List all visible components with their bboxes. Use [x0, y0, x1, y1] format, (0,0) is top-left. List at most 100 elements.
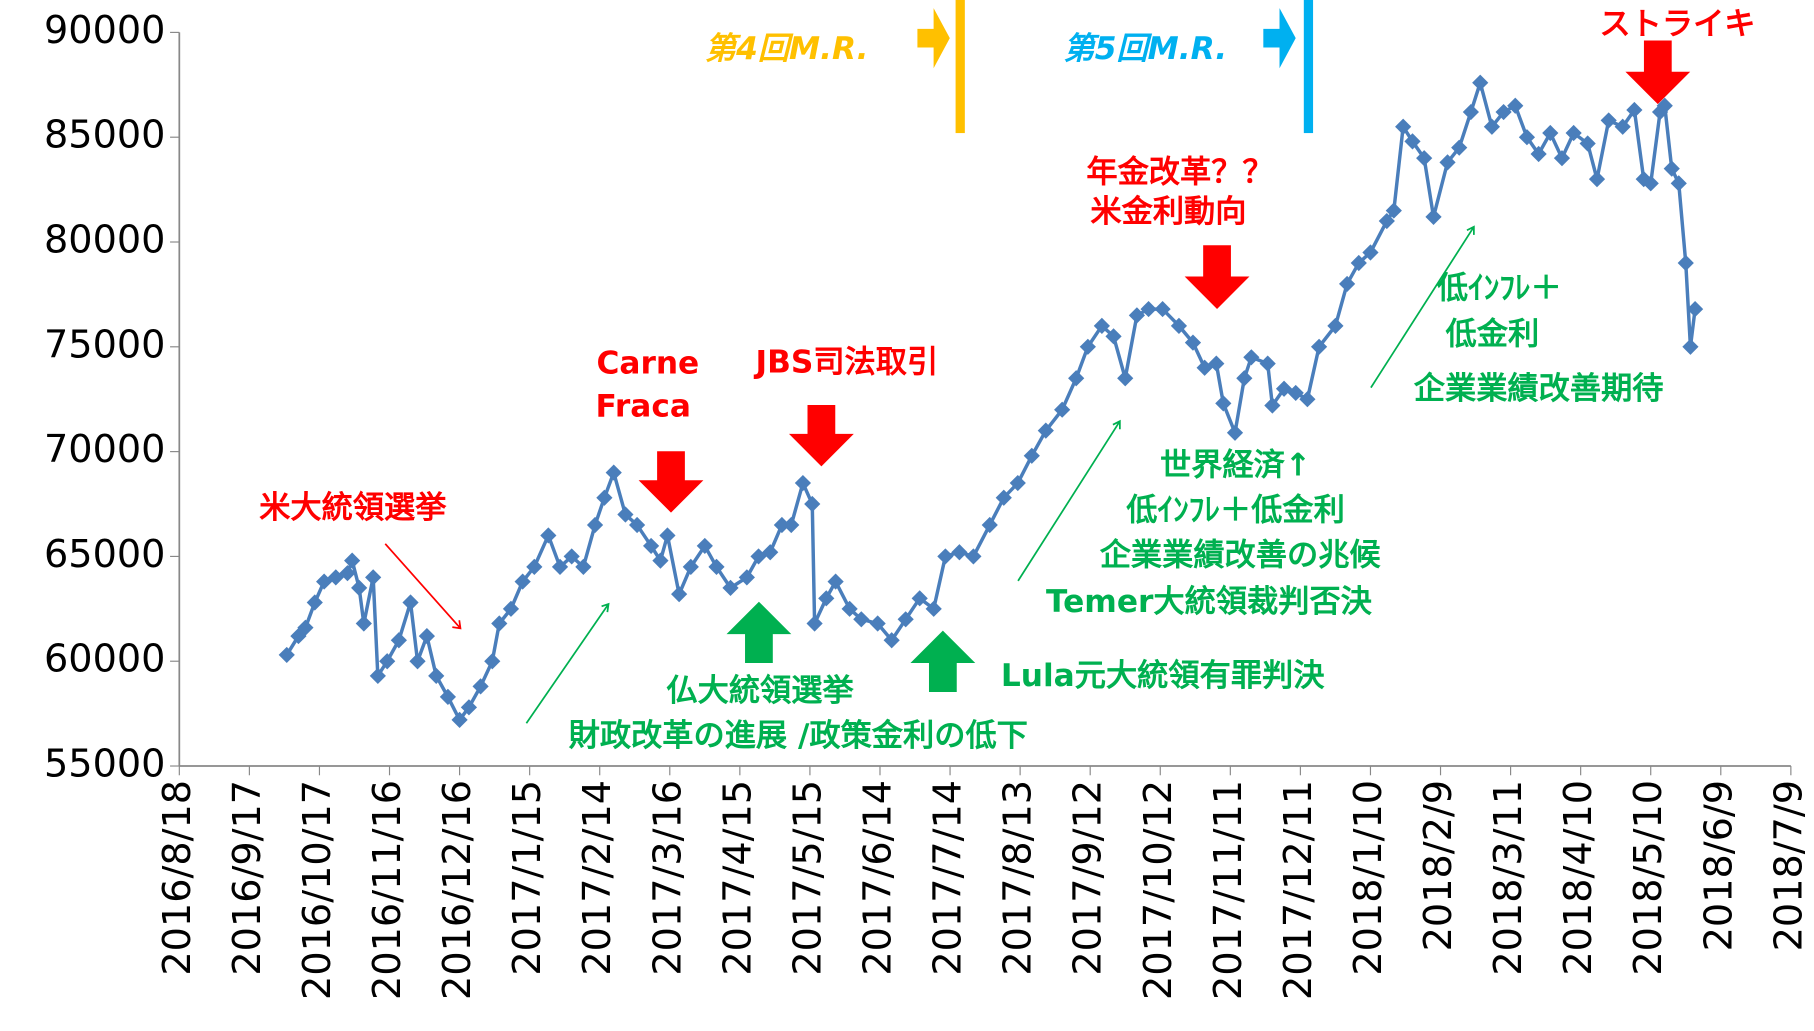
x-tick-label: 2017/7/14 [927, 780, 971, 976]
data-point [1670, 175, 1687, 192]
decorations [384, 0, 1691, 724]
data-point [1462, 103, 1479, 121]
data-point [355, 615, 372, 632]
data-point [586, 516, 604, 534]
data-point [1530, 145, 1547, 163]
data-point [1677, 254, 1694, 272]
data-point [1243, 349, 1260, 366]
data-point [1170, 317, 1188, 334]
data-point [596, 489, 613, 506]
data-point [428, 667, 445, 684]
data-point [1626, 101, 1643, 119]
data-point [1236, 370, 1253, 387]
y-tick-label: 55000 [44, 743, 165, 787]
data-point [818, 590, 835, 607]
annotation: 低金利 [1445, 317, 1540, 353]
data-point [1687, 300, 1704, 318]
data-point [659, 527, 676, 544]
data-point [783, 516, 800, 534]
x-tick-label: 2018/6/9 [1697, 780, 1741, 951]
data-point [1068, 370, 1085, 387]
data-point [1600, 112, 1617, 129]
trend-arrow [1017, 419, 1121, 582]
arrow [1184, 245, 1250, 309]
data-point [390, 632, 407, 649]
data-point [351, 579, 368, 596]
data-point [1299, 391, 1316, 408]
marker-line [955, 0, 965, 134]
data-point [1588, 171, 1606, 188]
arrow [726, 601, 792, 664]
data-point [628, 516, 646, 534]
x-tick-label: 2016/10/17 [296, 780, 340, 1000]
data-point [1378, 212, 1395, 230]
x-tick-label: 2018/3/11 [1487, 780, 1531, 976]
data-point [1553, 150, 1571, 167]
x-tick-label: 2017/8/13 [997, 780, 1041, 976]
annotation: ストライキ [1599, 6, 1755, 42]
data-point [965, 548, 982, 565]
data-point [365, 569, 382, 586]
data-point [1339, 275, 1356, 293]
annotation: Lula元大統領有罪判決 [1001, 658, 1325, 694]
annotation: 世界経済↑ [1160, 447, 1311, 483]
x-tick-label: 2018/1/10 [1347, 780, 1391, 976]
data-point [1425, 208, 1442, 225]
y-tick-label: 90000 [44, 9, 165, 53]
x-tick-label: 2016/11/16 [366, 780, 410, 1000]
y-tick-label: 75000 [44, 323, 165, 367]
data-point [951, 544, 968, 561]
data-point [671, 586, 688, 603]
trend-arrow [1370, 225, 1475, 389]
x-tick-label: 2017/2/14 [576, 780, 620, 976]
data-point [1483, 118, 1501, 135]
arrow [1625, 40, 1691, 105]
data-point [1385, 202, 1402, 219]
x-tick-label: 2017/1/15 [506, 780, 550, 976]
annotation: Temer大統領裁判否決 [1046, 584, 1373, 620]
data-point [1542, 124, 1559, 142]
x-tick-label: 2016/8/18 [156, 780, 200, 976]
data-point [439, 688, 457, 705]
x-tick-label: 2017/6/14 [856, 780, 900, 976]
data-point [1226, 424, 1244, 441]
annotation: 第5回M.R. [1064, 31, 1228, 67]
data-point [1037, 422, 1054, 439]
data-point [853, 611, 870, 628]
annotation: 仏大統領選挙 [666, 673, 854, 709]
data-point [575, 558, 592, 575]
data-point [1117, 370, 1134, 387]
data-point [339, 565, 356, 582]
y-tick-label: 60000 [44, 638, 165, 682]
data-point [306, 594, 323, 611]
data-point [472, 678, 489, 695]
data-point [1009, 474, 1026, 492]
data-point [409, 653, 426, 670]
arrow [788, 404, 854, 467]
data-point [804, 495, 821, 513]
data-point [981, 516, 998, 534]
data-point [794, 474, 812, 492]
data-point [925, 600, 942, 617]
x-tick-label: 2016/9/17 [226, 780, 270, 976]
x-tick-label: 2018/5/10 [1627, 780, 1671, 976]
data-point [451, 711, 468, 729]
x-tick-label: 2018/4/10 [1557, 780, 1601, 976]
data-point [369, 667, 386, 684]
data-point [540, 527, 557, 544]
annotation: 年金改革？？ [1086, 155, 1273, 191]
annotation: 米大統領選挙 [259, 490, 447, 526]
data-point [652, 552, 669, 569]
trend-arrow [384, 543, 462, 630]
data-point [937, 548, 954, 565]
data-point [1472, 74, 1489, 91]
data-point [1682, 338, 1699, 355]
data-point [708, 558, 725, 575]
x-tick-label: 2018/2/9 [1417, 780, 1461, 951]
annotation: Fraca [596, 388, 691, 424]
data-point [1507, 97, 1524, 114]
annotation: 米金利動向 [1090, 194, 1246, 230]
arrow [638, 451, 704, 513]
data-point [1439, 154, 1456, 171]
